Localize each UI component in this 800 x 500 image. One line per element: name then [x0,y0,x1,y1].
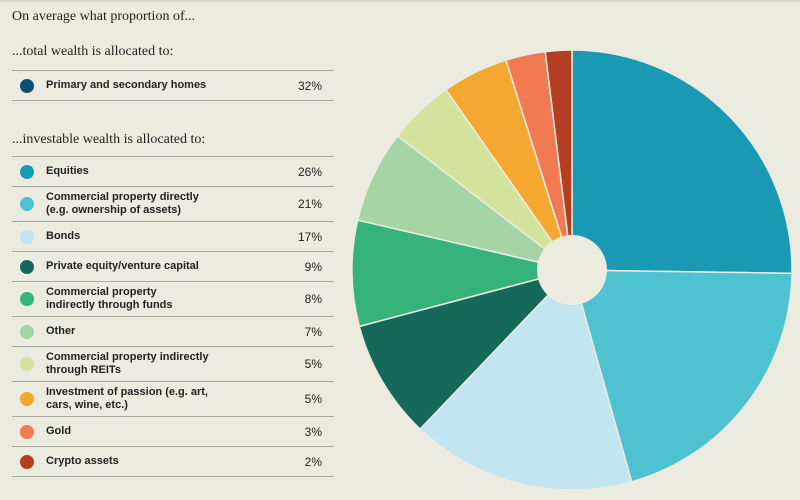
legend-swatch [20,229,34,244]
pie-chart [351,49,793,491]
legend-swatch [20,197,34,211]
legend-label: Private equity/venture capital [46,260,199,272]
legend-swatch [20,424,34,439]
legend-swatch [20,357,34,371]
legend-value: 32% [297,78,322,93]
legend-label: Other [46,325,76,337]
legend-row: Equities 26% [12,156,334,186]
legend-label: Bonds [46,230,81,242]
legend-swatch [20,454,34,469]
pie-slice [571,269,793,483]
legend-swatch [20,259,34,274]
pie-slice [351,219,573,328]
pie-center-hole [537,235,607,305]
legend-label: Crypto assets [46,455,119,467]
legend-row: Commercial property directly (e.g. owner… [12,186,334,221]
investable-wealth-legend: Equities 26% Commercial property directly … [12,156,334,477]
legend-value: 17% [297,229,322,244]
pie-slice [358,268,575,431]
pie-slice [544,49,573,271]
legend-value: 7% [304,324,322,339]
legend-row: Private equity/venture capital 9% [12,251,334,281]
legend-swatch [20,292,34,306]
top-rule [0,0,800,2]
legend-swatch [20,164,34,179]
legend-row: Primary and secondary homes 32% [12,70,334,101]
legend-value: 9% [304,259,322,274]
legend-label: Investment of passion (e.g. art, cars, w… [46,386,208,411]
legend-label: Commercial property indirectly through R… [46,351,209,376]
pie-slice [418,268,633,491]
legend-label: Commercial property indirectly through f… [46,286,173,311]
chart-heading: On average what proportion of... [12,9,196,24]
legend-value: 3% [304,424,322,439]
legend-row: Commercial property indirectly through R… [12,346,334,381]
total-wealth-legend: Primary and secondary homes 32% [12,70,334,101]
legend-label: Primary and secondary homes [46,79,207,91]
legend-row: Commercial property indirectly through f… [12,281,334,316]
legend-value: 26% [297,164,322,179]
legend-value: 2% [304,454,322,469]
legend-label: Commercial property directly (e.g. owner… [46,191,199,216]
legend-row: Bonds 17% [12,221,334,251]
legend-row: Crypto assets 2% [12,446,334,477]
legend-value: 21% [297,197,322,211]
legend-value: 5% [304,392,322,406]
legend-label: Gold [46,425,72,437]
legend-row: Other 7% [12,316,334,346]
total-wealth-heading: ...total wealth is allocated to: [12,44,174,59]
legend-swatch [20,78,34,93]
legend-value: 5% [304,357,322,371]
pie-slice [571,49,793,275]
legend-swatch [20,392,34,406]
legend-value: 8% [304,292,322,306]
legend-label: Equities [46,165,89,177]
legend-row: Gold 3% [12,416,334,446]
legend-row: Investment of passion (e.g. art, cars, w… [12,381,334,416]
investable-wealth-heading: ...investable wealth is allocated to: [12,132,206,147]
legend-swatch [20,324,34,339]
